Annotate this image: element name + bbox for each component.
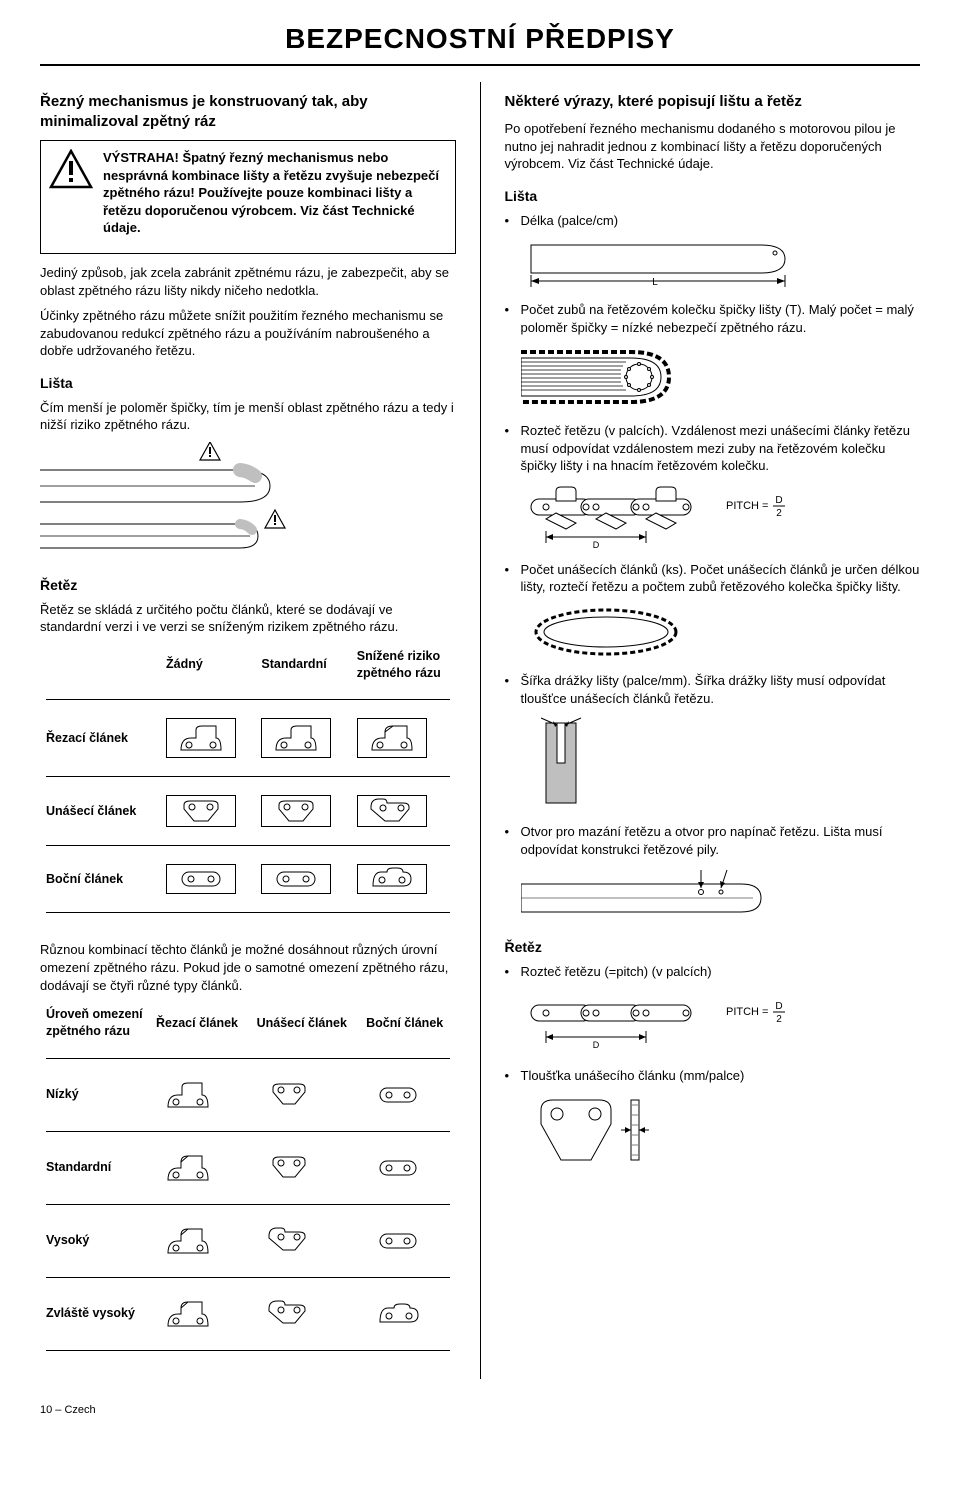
drive-link-icon (166, 795, 236, 827)
right-column: Některé výrazy, které popisují lištu a ř… (505, 82, 921, 1379)
cutter-link-icon (357, 718, 427, 758)
col-bocni: Boční článek (360, 1002, 455, 1044)
sprocket-nose-figure (521, 342, 681, 412)
left-p1: Jediný způsob, jak zcela zabránit zpětné… (40, 264, 456, 299)
kickback-levels-table: Úroveň omezení zpětného rázu Řezací člán… (40, 1002, 456, 1365)
bullet-groove: Šířka drážky lišty (palce/mm). Šířka drá… (505, 672, 921, 813)
svg-text:PITCH =: PITCH = (726, 500, 768, 512)
cutter-link-icon (166, 718, 236, 758)
row-zvlaste: Zvláště vysoký (40, 1292, 150, 1336)
drive-link-icon (257, 1080, 321, 1110)
link-types-table: Žádný Standardní Snížené riziko zpětného… (40, 644, 456, 928)
warning-text: VÝSTRAHA! Špatný řezný mechanismus nebo … (103, 149, 447, 237)
side-link-icon (366, 1082, 430, 1108)
lista-heading: Lišta (40, 374, 456, 393)
cutter-link-icon (156, 1296, 220, 1332)
cutter-link-icon (156, 1223, 220, 1259)
col-rezaci: Řezací článek (150, 1002, 251, 1044)
two-column-layout: Řezný mechanismus je konstruovaný tak, a… (40, 82, 920, 1379)
left-heading: Řezný mechanismus je konstruovaný tak, a… (40, 92, 456, 133)
svg-text:D: D (775, 495, 782, 506)
side-link-icon (366, 1228, 430, 1254)
col-unaseci: Unášecí článek (251, 1002, 361, 1044)
pitch-figure-2: D PITCH = D 2 (521, 987, 821, 1057)
cutter-link-icon (261, 718, 331, 758)
warning-triangle-icon (49, 149, 93, 189)
lista-p: Čím menší je poloměr špičky, tím je menš… (40, 399, 456, 434)
groove-width-figure (521, 713, 601, 813)
svg-text:2: 2 (776, 508, 782, 519)
left-p3: Různou kombinací těchto článků je možné … (40, 941, 456, 994)
col-snizene: Snížené riziko zpětného rázu (351, 644, 456, 686)
side-link-icon (261, 864, 331, 894)
row-vysoky: Vysoký (40, 1219, 150, 1263)
row-unaseci: Unášecí článek (40, 791, 160, 831)
column-divider (480, 82, 481, 1379)
drive-link-bump-icon (357, 795, 427, 827)
col-level: Úroveň omezení zpětného rázu (40, 1002, 150, 1044)
row-nizky: Nízký (40, 1073, 150, 1117)
gauge-figure (521, 1090, 701, 1180)
row-standardni: Standardní (40, 1146, 150, 1190)
svg-text:D: D (592, 540, 599, 550)
left-column: Řezný mechanismus je konstruovaný tak, a… (40, 82, 456, 1379)
page-footer: 10 – Czech (40, 1403, 920, 1418)
bullet-gauge: Tloušťka unášecího článku (mm/palce) (505, 1067, 921, 1181)
right-retez-heading: Řetěz (505, 938, 921, 957)
svg-text:PITCH =: PITCH = (726, 1006, 768, 1018)
side-link-bump-icon (357, 864, 427, 894)
bullet-holes: Otvor pro mazání řetězu a otvor pro napí… (505, 823, 921, 924)
col-zadny: Žádný (160, 644, 255, 686)
warning-box: VÝSTRAHA! Špatný řezný mechanismus nebo … (40, 140, 456, 254)
col-standardni: Standardní (255, 644, 350, 686)
bullet-chain-pitch: Rozteč řetězu (=pitch) (v palcích) (505, 963, 921, 1057)
cutter-link-icon (156, 1150, 220, 1186)
retez-p: Řetěz se skládá z určitého počtu článků,… (40, 601, 456, 636)
page-title: BEZPECNOSTNÍ PŘEDPISY (40, 20, 920, 66)
right-lista-heading: Lišta (505, 187, 921, 206)
bullet-teeth: Počet zubů na řetězovém kolečku špičky l… (505, 301, 921, 412)
left-p2: Účinky zpětného rázu můžete snížit použi… (40, 307, 456, 360)
bullet-drivelinks: Počet unášecích článků (ks). Počet unáše… (505, 561, 921, 662)
row-rezaci: Řezací článek (40, 714, 160, 762)
bar-tip-figure (40, 442, 456, 562)
svg-text:2: 2 (776, 1014, 782, 1025)
l-label: L (652, 277, 658, 288)
side-link-icon (166, 864, 236, 894)
side-link-bump-icon (366, 1300, 430, 1328)
drive-link-bump-icon (257, 1226, 321, 1256)
svg-text:D: D (775, 1001, 782, 1012)
drive-link-bump-icon (257, 1299, 321, 1329)
cutter-link-icon (156, 1077, 220, 1113)
pitch-figure: D PITCH = D 2 (521, 481, 821, 551)
bar-holes-figure (521, 864, 781, 924)
bar-length-figure: L (521, 235, 801, 291)
retez-heading: Řetěz (40, 576, 456, 595)
row-bocni: Boční článek (40, 860, 160, 898)
right-heading: Některé výrazy, které popisují lištu a ř… (505, 92, 921, 112)
bullet-length: Délka (palce/cm) L (505, 212, 921, 292)
drive-link-icon (261, 795, 331, 827)
svg-text:D: D (592, 1040, 599, 1050)
chain-loop-figure (521, 602, 691, 662)
bullet-pitch: Rozteč řetězu (v palcích). Vzdálenost me… (505, 422, 921, 551)
right-p1: Po opotřebení řezného mechanismu dodanéh… (505, 120, 921, 173)
side-link-icon (366, 1155, 430, 1181)
drive-link-icon (257, 1153, 321, 1183)
